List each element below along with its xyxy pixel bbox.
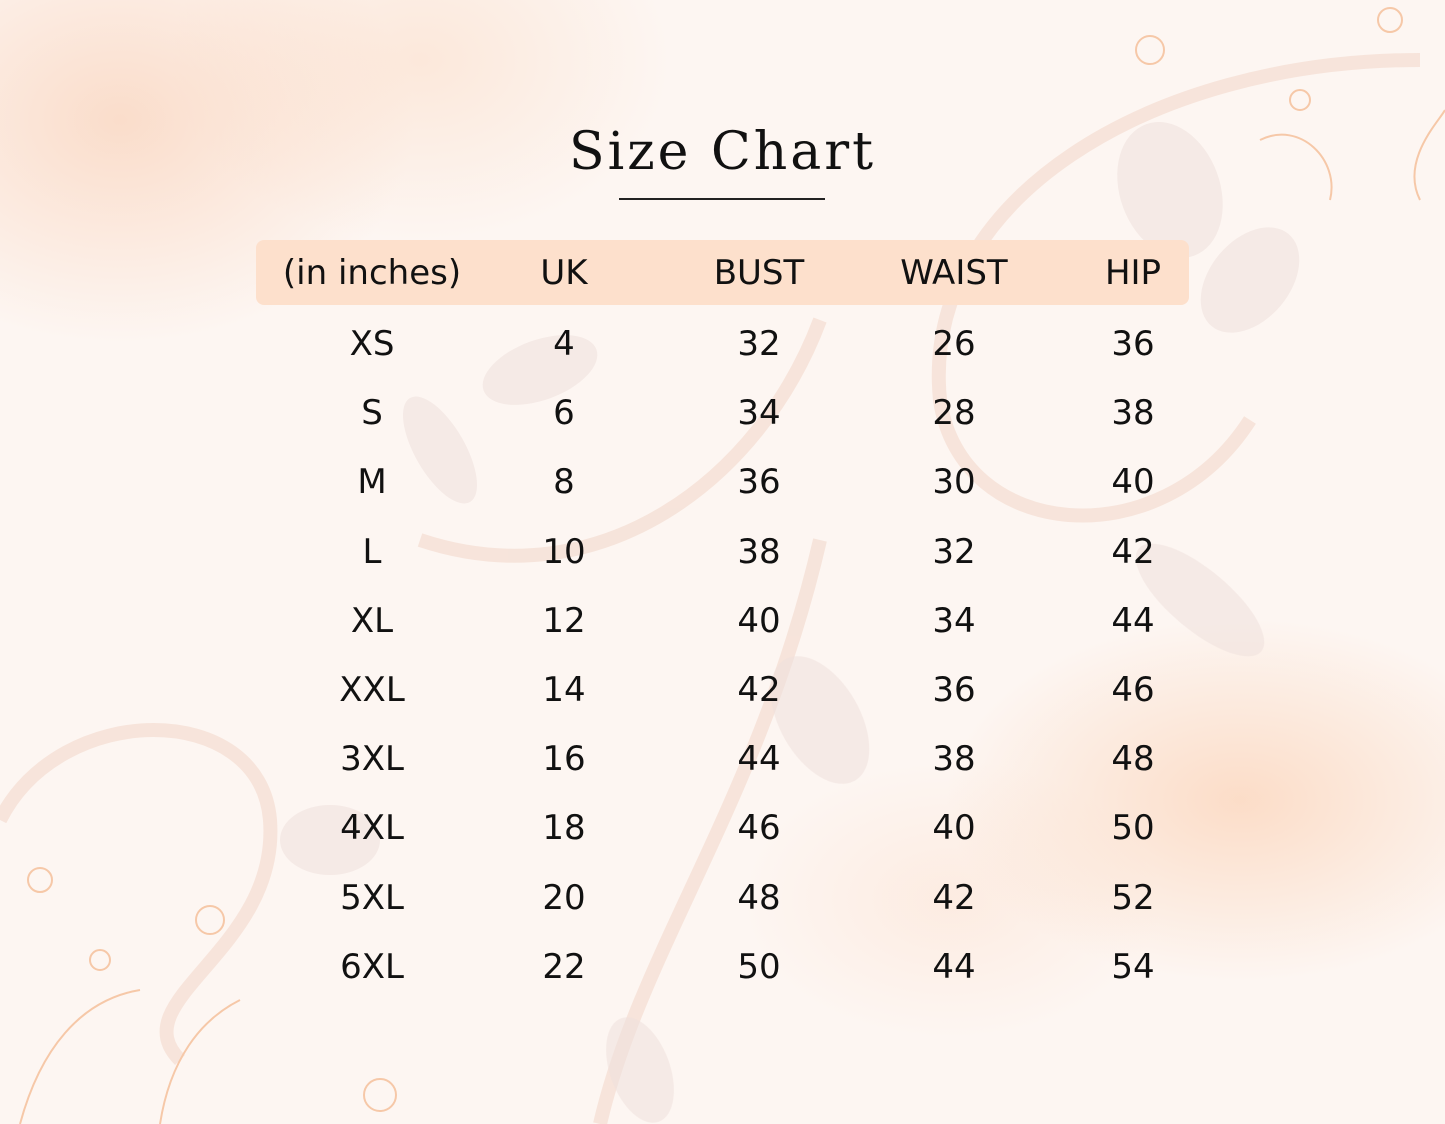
cell-hip: 50 (1111, 808, 1155, 849)
cell-hip: 52 (1111, 877, 1155, 918)
cell-bust: 48 (737, 877, 781, 918)
page-title: Size Chart (569, 122, 876, 182)
cell-bust: 32 (737, 324, 781, 364)
column-header-size: (in inches) (282, 253, 462, 293)
cell-size: 3XL (340, 739, 404, 780)
cell-uk: 10 (542, 531, 586, 572)
cell-hip: 38 (1111, 393, 1155, 434)
column-header-hip: HIP (1104, 253, 1162, 293)
cell-hip: 46 (1111, 670, 1155, 710)
cell-uk: 4 (553, 324, 575, 364)
cell-hip: 48 (1111, 739, 1155, 780)
cell-bust: 46 (737, 808, 781, 849)
cell-bust: 38 (737, 531, 781, 572)
cell-uk: 16 (542, 739, 586, 780)
cell-uk: 12 (542, 600, 586, 641)
cell-size: 6XL (340, 946, 404, 987)
cell-waist: 44 (932, 946, 976, 987)
cell-bust: 34 (737, 393, 781, 434)
cell-bust: 42 (737, 670, 781, 710)
cell-hip: 44 (1111, 600, 1155, 641)
cell-size: 5XL (340, 877, 404, 918)
cell-size: M (357, 462, 387, 503)
cell-uk: 8 (553, 462, 575, 503)
title-underline (619, 198, 825, 200)
cell-size: XXL (339, 670, 405, 710)
cell-hip: 36 (1111, 324, 1155, 364)
cell-bust: 44 (737, 739, 781, 780)
cell-waist: 28 (932, 393, 976, 434)
table-header-band (256, 240, 1189, 305)
cell-waist: 32 (932, 531, 976, 572)
cell-hip: 40 (1111, 462, 1155, 503)
column-header-waist: WAIST (900, 253, 1008, 293)
cell-size: L (362, 531, 382, 572)
cell-hip: 42 (1111, 531, 1155, 572)
cell-uk: 22 (542, 946, 586, 987)
cell-bust: 36 (737, 462, 781, 503)
cell-waist: 26 (932, 324, 976, 364)
cell-size: XS (349, 324, 395, 364)
cell-uk: 6 (553, 393, 575, 434)
cell-bust: 50 (737, 946, 781, 987)
cell-waist: 38 (932, 739, 976, 780)
cell-waist: 42 (932, 877, 976, 918)
cell-bust: 40 (737, 600, 781, 641)
cell-uk: 14 (542, 670, 586, 710)
column-header-bust: BUST (713, 253, 805, 293)
cell-size: XL (350, 600, 394, 641)
cell-uk: 20 (542, 877, 586, 918)
cell-waist: 30 (932, 462, 976, 503)
cell-hip: 54 (1111, 946, 1155, 987)
cell-waist: 40 (932, 808, 976, 849)
cell-size: S (361, 393, 383, 434)
cell-waist: 34 (932, 600, 976, 641)
cell-uk: 18 (542, 808, 586, 849)
column-header-uk: UK (540, 253, 588, 293)
cell-size: 4XL (340, 808, 404, 849)
cell-waist: 36 (932, 670, 976, 710)
